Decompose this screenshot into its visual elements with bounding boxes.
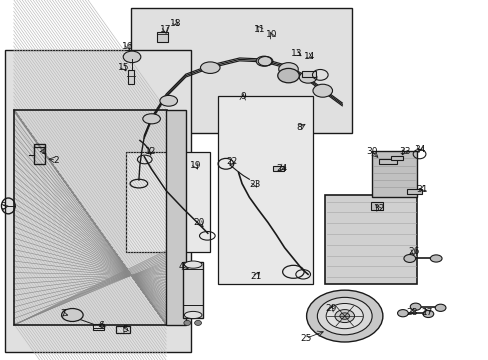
Ellipse shape <box>278 63 298 76</box>
Ellipse shape <box>339 313 349 319</box>
Text: 2: 2 <box>53 156 59 165</box>
Text: 34: 34 <box>413 145 425 154</box>
Bar <box>14 110 166 325</box>
Ellipse shape <box>434 304 445 311</box>
Ellipse shape <box>142 114 160 124</box>
Text: 18: 18 <box>170 19 182 28</box>
Bar <box>217 96 313 284</box>
Ellipse shape <box>299 72 316 83</box>
Bar <box>183 262 203 318</box>
Bar <box>131 8 351 133</box>
Text: 17: 17 <box>159 25 171 34</box>
Text: 21: 21 <box>250 272 262 281</box>
Text: 30: 30 <box>365 147 377 156</box>
Text: 7: 7 <box>61 310 66 319</box>
Text: 11: 11 <box>254 25 265 34</box>
Text: 13: 13 <box>290 49 302 58</box>
Text: 3: 3 <box>0 202 6 211</box>
Bar <box>272 166 283 171</box>
Ellipse shape <box>429 255 441 262</box>
Ellipse shape <box>312 84 332 97</box>
Bar <box>379 159 396 164</box>
Ellipse shape <box>184 261 202 268</box>
Ellipse shape <box>403 255 415 262</box>
Ellipse shape <box>306 290 382 342</box>
Bar <box>34 144 45 164</box>
Ellipse shape <box>200 62 220 73</box>
Text: 12: 12 <box>144 147 156 156</box>
Ellipse shape <box>422 310 433 318</box>
Text: 31: 31 <box>416 184 427 194</box>
Text: 16: 16 <box>122 41 134 50</box>
Bar <box>407 189 421 194</box>
Ellipse shape <box>184 311 202 319</box>
Ellipse shape <box>334 310 354 323</box>
Text: 5: 5 <box>122 325 127 334</box>
Text: 29: 29 <box>325 303 337 312</box>
Text: 32: 32 <box>372 204 384 213</box>
Text: 19: 19 <box>189 161 201 170</box>
Text: 24: 24 <box>275 164 287 173</box>
Text: 20: 20 <box>193 218 205 227</box>
Ellipse shape <box>325 303 363 329</box>
Text: 9: 9 <box>240 92 245 101</box>
Bar <box>127 70 134 84</box>
Ellipse shape <box>397 310 407 317</box>
Bar <box>301 71 316 77</box>
Text: 6: 6 <box>98 321 104 330</box>
Bar <box>14 110 166 325</box>
Bar <box>166 110 185 325</box>
Text: 33: 33 <box>398 147 410 156</box>
Text: 28: 28 <box>406 308 417 317</box>
Ellipse shape <box>61 309 83 321</box>
Ellipse shape <box>317 297 371 335</box>
Bar <box>157 32 168 42</box>
Text: 27: 27 <box>421 308 432 317</box>
Ellipse shape <box>256 56 271 66</box>
Bar <box>370 202 382 210</box>
Ellipse shape <box>160 95 177 106</box>
Ellipse shape <box>123 51 141 63</box>
Bar <box>116 326 130 333</box>
Text: 4: 4 <box>178 262 183 271</box>
Text: 8: 8 <box>296 123 302 132</box>
Text: 26: 26 <box>407 247 419 256</box>
Text: 22: 22 <box>226 158 238 166</box>
Text: 23: 23 <box>249 180 261 189</box>
Bar <box>93 324 103 330</box>
Ellipse shape <box>277 68 299 83</box>
Ellipse shape <box>409 303 420 310</box>
Text: 10: 10 <box>265 30 277 39</box>
Text: 1: 1 <box>41 147 47 156</box>
Bar <box>390 156 403 160</box>
Text: 25: 25 <box>299 334 311 343</box>
Bar <box>371 151 416 197</box>
Ellipse shape <box>183 320 190 325</box>
Bar <box>126 152 210 252</box>
Text: 14: 14 <box>304 52 315 61</box>
Bar <box>5 50 190 352</box>
Ellipse shape <box>194 320 201 325</box>
Text: 15: 15 <box>118 63 129 72</box>
Bar <box>325 195 416 284</box>
